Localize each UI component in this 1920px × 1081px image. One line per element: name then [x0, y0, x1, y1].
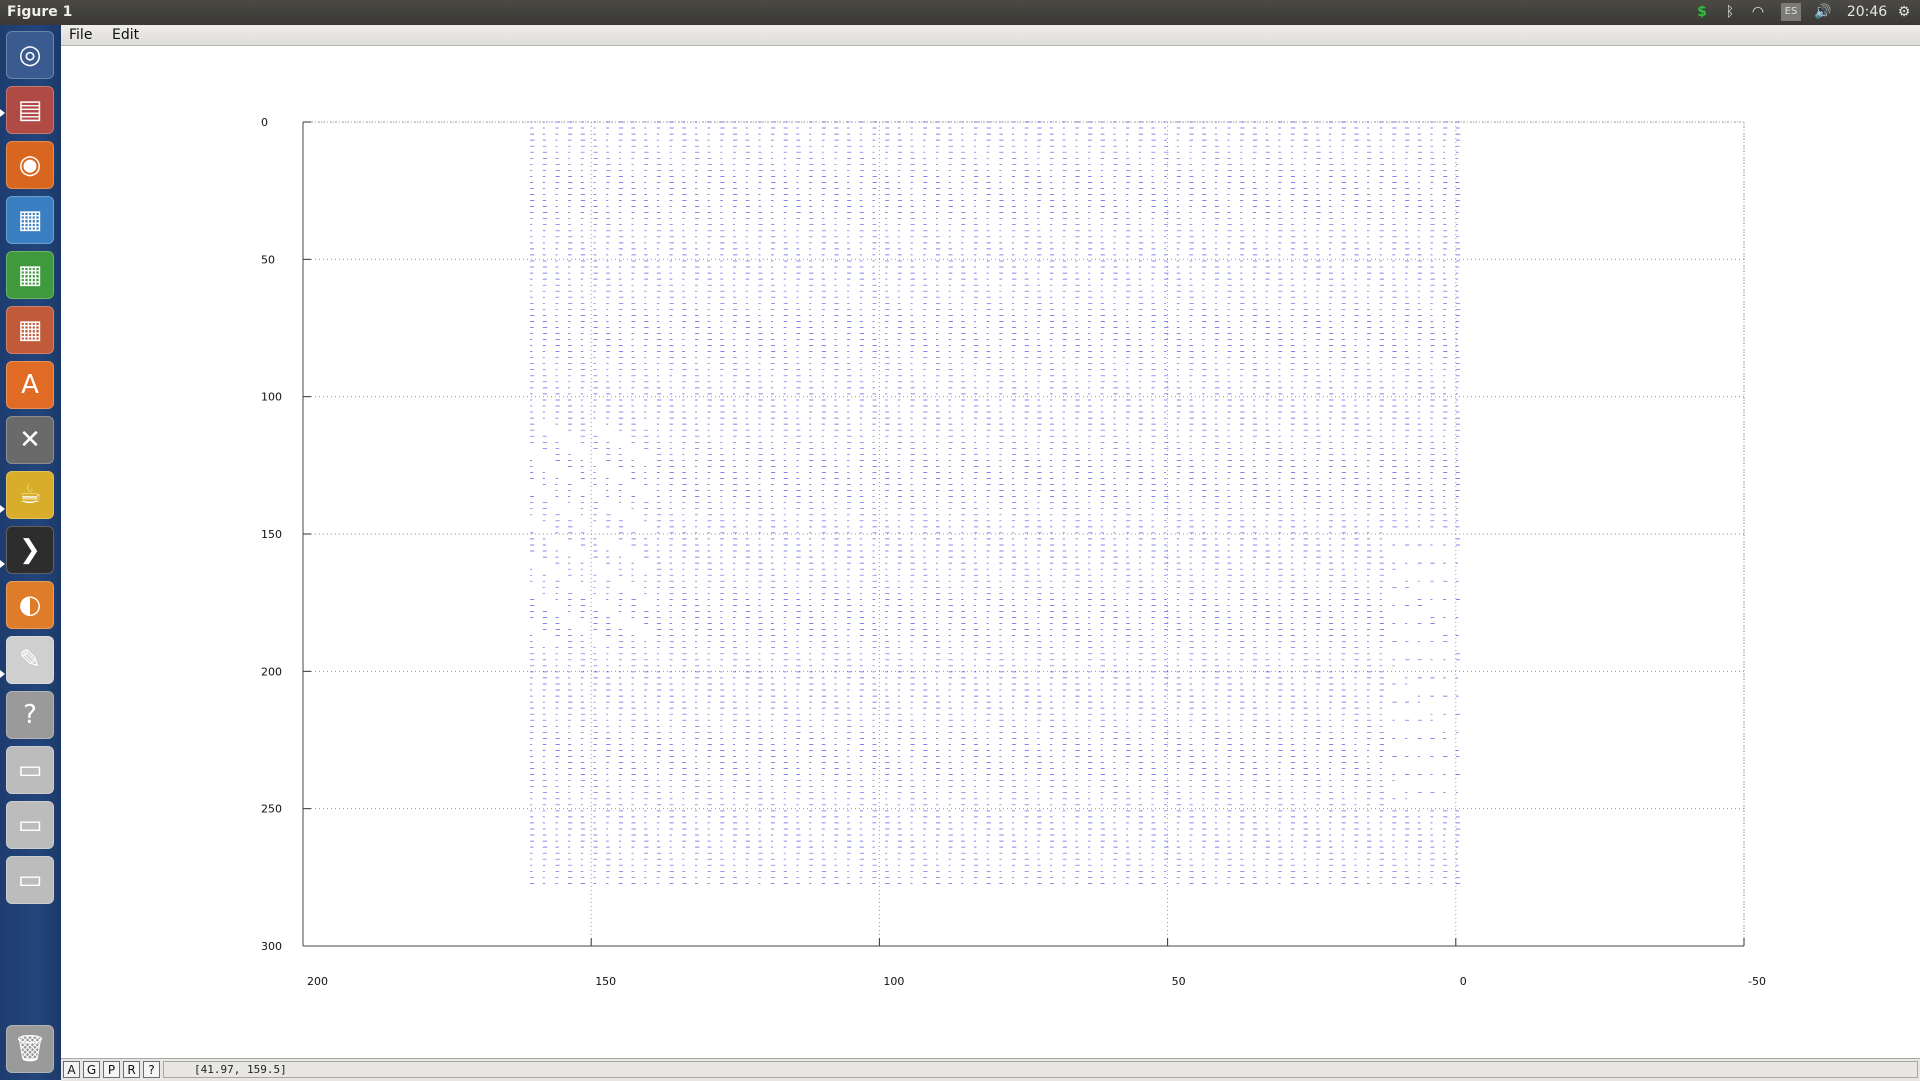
volume-icon[interactable]: 🔊 — [1814, 4, 1832, 20]
files-icon[interactable]: ▤ — [6, 86, 54, 134]
gear-icon[interactable]: ⚙ — [1897, 4, 1911, 20]
bluetooth-icon[interactable]: ᛒ — [1725, 4, 1735, 20]
menu-bar: File Edit — [61, 25, 1920, 46]
running-indicator — [0, 109, 5, 117]
x-tick-label: 0 — [1460, 975, 1467, 988]
drive-icon[interactable]: ▭ — [6, 801, 54, 849]
status-bar: A G P R? [41.97, 159.5] — [61, 1058, 1920, 1081]
edit-menu[interactable]: Edit — [112, 27, 140, 43]
writer-icon[interactable]: ▦ — [6, 196, 54, 244]
toolbar-button-g[interactable]: G — [83, 1061, 100, 1078]
running-indicator — [0, 505, 5, 513]
y-tick-label: 200 — [261, 665, 282, 678]
software-center-icon[interactable]: A — [6, 361, 54, 409]
y-tick-label: 300 — [261, 940, 282, 953]
point-cloud — [530, 121, 1461, 884]
x-tick-label: 100 — [883, 975, 904, 988]
wifi-icon[interactable]: ◠ — [1751, 4, 1765, 20]
y-tick-label: 0 — [261, 116, 268, 129]
x-tick-label: 50 — [1172, 975, 1186, 988]
y-tick-label: 100 — [261, 391, 282, 404]
clock[interactable]: 20:46 — [1846, 4, 1888, 20]
file-menu[interactable]: File — [69, 27, 93, 43]
firefox-icon[interactable]: ◉ — [6, 141, 54, 189]
y-tick-label: 150 — [261, 528, 282, 541]
running-indicator — [0, 560, 5, 568]
y-tick-label: 50 — [261, 253, 275, 266]
x-tick-label: -50 — [1748, 975, 1766, 988]
toolbar-button-r[interactable]: R — [123, 1061, 140, 1078]
terminal-icon[interactable]: ❯ — [6, 526, 54, 574]
keyboard-layout-label: ES — [1784, 6, 1798, 17]
x-tick-label: 200 — [307, 975, 328, 988]
plot-canvas[interactable]: 0 50 100 150 200 250 300 200 150 100 50 0 -50 — [61, 46, 1920, 1058]
impress-icon[interactable]: ▦ — [6, 306, 54, 354]
plot-area[interactable]: 0 50 100 150 200 250 300 200 150 100 50 0 -50 — [61, 46, 1920, 1058]
y-tick-label: 250 — [261, 803, 282, 816]
calc-icon[interactable]: ▦ — [6, 251, 54, 299]
ubuntu-dash-icon[interactable]: ◎ — [6, 31, 54, 79]
settings-icon[interactable]: ✕ — [6, 416, 54, 464]
keyboard-icon[interactable]: ES — [1781, 3, 1801, 21]
octave-icon[interactable]: ◐ — [6, 581, 54, 629]
launcher: ◎ ▤ ◉ ▦ ▦ ▦ A ✕ ☕ ❯ ◐ ✎? ▭ ▭ ▭ 🗑 — [0, 25, 61, 1080]
toolbar-button-a[interactable]: A — [63, 1061, 80, 1078]
drive-icon[interactable]: ▭ — [6, 856, 54, 904]
toolbar-button-p[interactable]: P — [103, 1061, 120, 1078]
top-panel: Figure 1 $ ᛒ ◠ ES 🔊 20:46 ⚙ — [0, 0, 1920, 25]
cursor-coordinates: [41.97, 159.5] — [194, 1063, 287, 1076]
scatter-points — [530, 121, 1461, 884]
text-editor-icon[interactable]: ✎ — [6, 636, 54, 684]
coordinates-box — [163, 1061, 1918, 1078]
help-icon[interactable]: ? — [6, 691, 54, 739]
running-indicator — [0, 670, 5, 678]
teapot-icon[interactable]: ☕ — [6, 471, 54, 519]
dollar-icon[interactable]: $ — [1697, 4, 1707, 20]
window-title: Figure 1 — [7, 4, 73, 20]
trash-icon[interactable]: 🗑 — [6, 1025, 54, 1073]
toolbar-button-help[interactable]: ? — [143, 1061, 160, 1078]
x-tick-label: 150 — [595, 975, 616, 988]
drive-icon[interactable]: ▭ — [6, 746, 54, 794]
